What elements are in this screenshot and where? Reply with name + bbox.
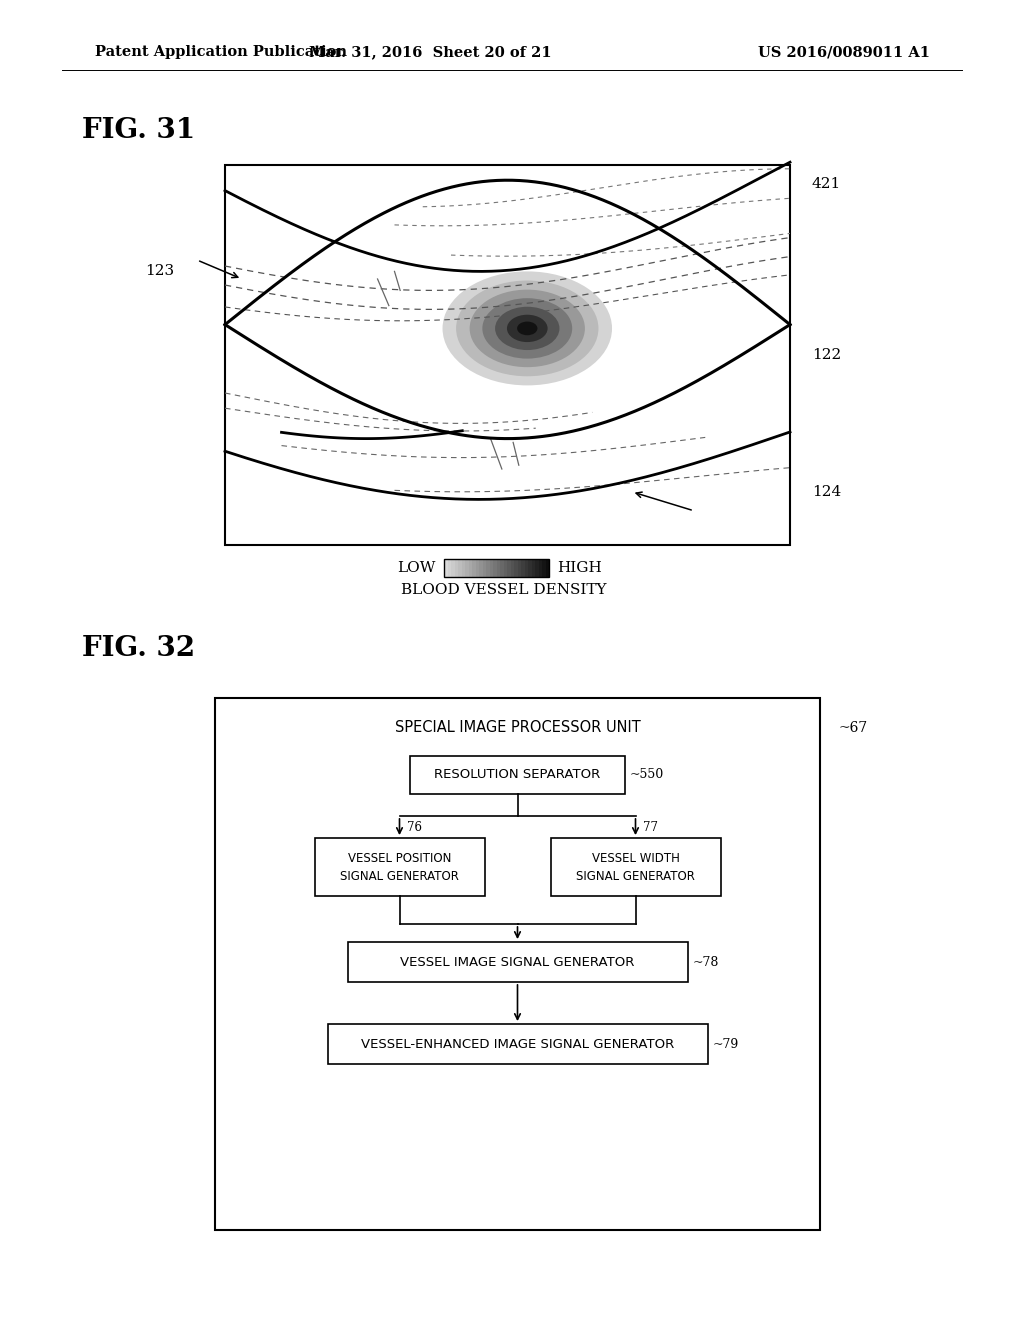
Text: VESSEL IMAGE SIGNAL GENERATOR: VESSEL IMAGE SIGNAL GENERATOR: [400, 956, 635, 969]
Bar: [497, 558, 500, 577]
Text: ~67: ~67: [838, 721, 867, 735]
Bar: [451, 558, 455, 577]
Bar: [465, 558, 469, 577]
Bar: [328, 1024, 708, 1064]
Text: ~79: ~79: [713, 1038, 738, 1051]
Bar: [314, 838, 484, 896]
Text: VESSEL WIDTH
SIGNAL GENERATOR: VESSEL WIDTH SIGNAL GENERATOR: [577, 851, 695, 883]
Bar: [489, 558, 493, 577]
Bar: [507, 558, 511, 577]
Bar: [347, 942, 687, 982]
Bar: [500, 558, 504, 577]
Bar: [475, 558, 479, 577]
Bar: [215, 698, 820, 1230]
Bar: [504, 558, 507, 577]
Text: LOW: LOW: [397, 561, 436, 576]
Text: BLOOD VESSEL DENSITY: BLOOD VESSEL DENSITY: [401, 583, 607, 597]
Ellipse shape: [482, 298, 572, 359]
Bar: [511, 558, 514, 577]
Bar: [551, 838, 721, 896]
Bar: [535, 558, 539, 577]
Text: 124: 124: [812, 484, 842, 499]
Text: Mar. 31, 2016  Sheet 20 of 21: Mar. 31, 2016 Sheet 20 of 21: [308, 45, 551, 59]
Bar: [493, 558, 497, 577]
Bar: [479, 558, 482, 577]
Bar: [514, 558, 517, 577]
Text: 123: 123: [145, 264, 174, 279]
Ellipse shape: [517, 322, 538, 335]
Bar: [528, 558, 531, 577]
Ellipse shape: [495, 306, 559, 350]
Bar: [524, 558, 528, 577]
Bar: [458, 558, 462, 577]
Ellipse shape: [507, 314, 548, 342]
Bar: [472, 558, 475, 577]
Text: RESOLUTION SEPARATOR: RESOLUTION SEPARATOR: [434, 768, 601, 781]
Ellipse shape: [442, 272, 612, 385]
Bar: [462, 558, 465, 577]
Ellipse shape: [456, 281, 598, 376]
Bar: [444, 558, 447, 577]
Text: HIGH: HIGH: [557, 561, 602, 576]
Bar: [482, 558, 486, 577]
Bar: [531, 558, 535, 577]
Bar: [225, 165, 790, 545]
Text: ~78: ~78: [692, 956, 719, 969]
Text: VESSEL POSITION
SIGNAL GENERATOR: VESSEL POSITION SIGNAL GENERATOR: [340, 851, 459, 883]
Text: 421: 421: [812, 177, 842, 191]
Bar: [410, 756, 625, 795]
Text: Patent Application Publication: Patent Application Publication: [95, 45, 347, 59]
Text: ~550: ~550: [630, 768, 665, 781]
Text: VESSEL-ENHANCED IMAGE SIGNAL GENERATOR: VESSEL-ENHANCED IMAGE SIGNAL GENERATOR: [360, 1038, 674, 1051]
Bar: [521, 558, 524, 577]
Bar: [444, 558, 549, 577]
Bar: [455, 558, 458, 577]
Text: FIG. 31: FIG. 31: [82, 116, 196, 144]
Ellipse shape: [470, 289, 585, 367]
Text: 77: 77: [643, 821, 658, 834]
Text: FIG. 32: FIG. 32: [82, 635, 196, 661]
Bar: [546, 558, 549, 577]
Text: SPECIAL IMAGE PROCESSOR UNIT: SPECIAL IMAGE PROCESSOR UNIT: [394, 721, 640, 735]
Text: US 2016/0089011 A1: US 2016/0089011 A1: [758, 45, 930, 59]
Bar: [447, 558, 451, 577]
Bar: [542, 558, 546, 577]
Text: 122: 122: [812, 348, 842, 362]
Bar: [539, 558, 542, 577]
Text: 76: 76: [408, 821, 423, 834]
Bar: [517, 558, 521, 577]
Bar: [486, 558, 489, 577]
Bar: [469, 558, 472, 577]
